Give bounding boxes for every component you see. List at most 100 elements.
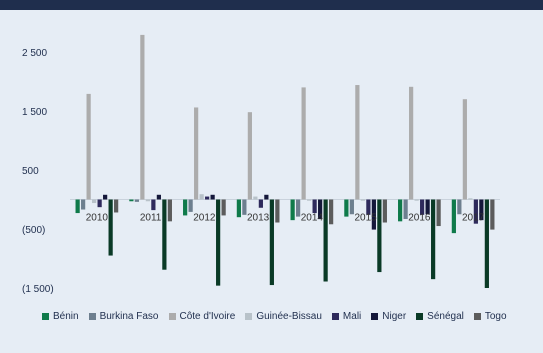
bar <box>92 199 97 204</box>
legend-label: Guinée-Bissau <box>256 311 322 322</box>
legend-item: Burkina Faso <box>88 311 159 322</box>
x-category-label: 2013 <box>247 213 270 224</box>
bar <box>81 199 86 210</box>
bar <box>462 99 467 200</box>
bar <box>103 194 108 200</box>
bar <box>216 199 221 286</box>
legend-item: Niger <box>371 311 406 322</box>
legend-label: Niger <box>382 311 407 322</box>
header-bar <box>0 0 543 10</box>
legend-label: Burkina Faso <box>99 311 159 322</box>
bar <box>242 199 247 215</box>
legend-swatch <box>245 313 253 320</box>
bar <box>258 199 263 208</box>
bar <box>398 199 403 222</box>
legend-label: Sénégal <box>427 311 464 322</box>
bar <box>221 199 226 216</box>
legend-swatch <box>331 313 339 320</box>
bar <box>86 93 91 200</box>
legend-item: Guinée-Bissau <box>245 311 322 322</box>
legend-swatch <box>42 313 49 320</box>
bar <box>301 87 306 200</box>
bar <box>129 199 134 202</box>
legend-item: Bénin <box>42 311 79 322</box>
bar <box>414 199 419 201</box>
bar <box>97 199 102 208</box>
bar <box>162 199 167 270</box>
bar <box>275 199 280 223</box>
bar <box>403 199 408 219</box>
legend-swatch <box>371 313 379 320</box>
legend-label: Bénin <box>53 311 79 322</box>
bar <box>360 199 365 201</box>
bar <box>468 198 473 200</box>
bar <box>344 199 349 217</box>
bar <box>236 199 241 218</box>
x-category-label: 2017 <box>462 213 485 224</box>
bar <box>382 199 387 223</box>
bar <box>431 199 436 280</box>
x-category-label: 2012 <box>193 213 216 224</box>
bar <box>318 199 323 219</box>
bar <box>484 199 489 288</box>
bar <box>377 199 382 273</box>
legend-item: Côte d'Ivoire <box>168 311 236 322</box>
bar <box>264 194 269 200</box>
bar <box>307 199 312 201</box>
bar <box>349 199 354 215</box>
legend-label: Mali <box>342 311 362 322</box>
legend-item: Mali <box>331 311 362 322</box>
legend-label: Togo <box>484 311 507 322</box>
bar <box>290 199 295 221</box>
chart-legend: Bénin Burkina Faso Côte d'Ivoire Guinée-Bis… <box>42 311 507 322</box>
legend-label: Côte d'Ivoire <box>179 311 236 322</box>
bar <box>420 199 425 215</box>
bar <box>355 85 360 200</box>
bar <box>145 199 150 202</box>
bar <box>183 199 188 216</box>
bar <box>409 86 414 200</box>
bar <box>205 196 210 200</box>
bar <box>75 199 80 214</box>
bar <box>108 199 113 256</box>
legend-swatch <box>88 313 96 320</box>
bar <box>199 194 204 200</box>
bar <box>329 199 334 225</box>
bar <box>151 199 156 211</box>
bar <box>366 199 371 215</box>
bar <box>269 199 274 286</box>
bar <box>188 199 193 212</box>
bar <box>451 199 456 234</box>
bar <box>371 199 376 230</box>
bar <box>210 194 215 200</box>
bar <box>296 199 301 217</box>
legend-item: Togo <box>473 311 507 322</box>
bar <box>490 199 495 230</box>
bar <box>247 112 252 200</box>
x-category-label: 2015 <box>355 213 378 224</box>
y-tick-label: 1 500 <box>22 107 47 118</box>
bar <box>140 34 145 200</box>
legend-swatch <box>416 313 424 320</box>
y-tick-label: 500 <box>22 166 39 177</box>
bar <box>479 199 484 221</box>
legend-swatch <box>473 313 481 320</box>
y-tick-label: (500) <box>22 225 45 236</box>
bar <box>323 199 328 282</box>
bar <box>114 199 119 213</box>
bar <box>134 199 139 202</box>
bar <box>194 107 199 200</box>
legend-item: Sénégal <box>416 311 464 322</box>
bar <box>436 199 441 227</box>
bar <box>253 196 258 200</box>
x-category-label: 2014 <box>301 213 324 224</box>
bar <box>156 194 161 200</box>
bar <box>457 199 462 215</box>
x-category-label: 2010 <box>86 213 109 224</box>
x-category-label: 2016 <box>408 213 431 224</box>
y-tick-label: (1 500) <box>22 284 54 295</box>
bar <box>473 199 478 224</box>
bar <box>167 199 172 222</box>
